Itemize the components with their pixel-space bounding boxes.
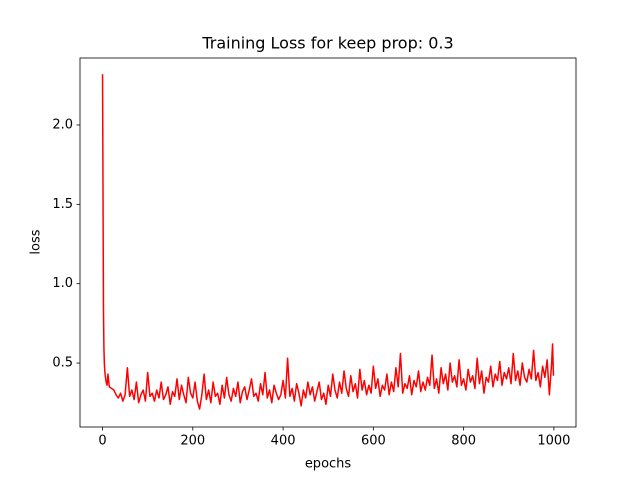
axes-frame bbox=[79, 57, 577, 428]
y-tick-label: 1.5 bbox=[52, 197, 73, 212]
y-tick-label: 1.0 bbox=[52, 276, 73, 291]
x-tick-label: 1000 bbox=[537, 434, 570, 449]
x-tick-label: 400 bbox=[271, 434, 296, 449]
x-tick-label: 800 bbox=[451, 434, 476, 449]
y-tick-label: 0.5 bbox=[52, 356, 73, 371]
loss-line bbox=[101, 74, 555, 410]
y-axis-label: loss bbox=[29, 229, 44, 254]
x-tick-label: 600 bbox=[361, 434, 386, 449]
x-tick-label: 0 bbox=[98, 434, 106, 449]
y-tick-label: 2.0 bbox=[52, 117, 73, 132]
chart-title: Training Loss for keep prop: 0.3 bbox=[201, 34, 453, 53]
x-tick-label: 200 bbox=[180, 434, 205, 449]
x-axis-label: epochs bbox=[305, 457, 352, 472]
